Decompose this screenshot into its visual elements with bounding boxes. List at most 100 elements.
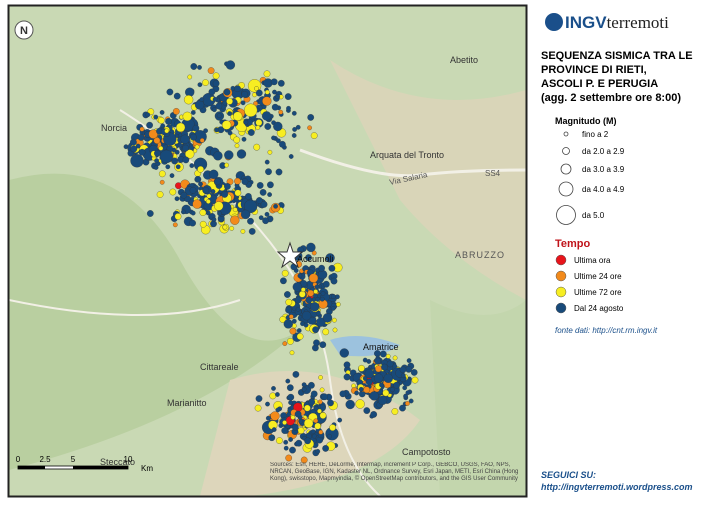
legend-symbol [558,181,574,197]
legend-symbol [555,302,567,314]
quake-dot [190,110,196,115]
quake-dot [189,187,197,194]
quake-dot [221,120,232,130]
quake-dot [305,254,312,261]
legend-symbol [555,286,567,298]
quake-dot [254,86,259,91]
quake-dot [182,111,192,122]
legend-label: da 5.0 [582,211,605,220]
quake-dot [313,339,320,347]
quake-dot [157,117,165,124]
scale-label: 5 [71,455,76,464]
quake-dot [260,201,268,208]
road [299,148,526,178]
quake-dot [197,65,202,70]
quake-dot [270,78,278,86]
quake-dot [294,296,302,304]
legend-label: Ultime 72 ore [574,288,622,297]
quake-dot [405,365,413,373]
quake-dot [248,228,256,235]
quake-dot [315,297,321,302]
quake-dot [322,280,330,288]
quake-dot [192,124,200,132]
quake-dot [199,138,205,143]
quake-dot [278,109,284,115]
quake-dot [190,210,196,216]
quake-dot [214,127,219,133]
quake-dot [389,387,395,393]
quake-dot [369,391,379,401]
quake-dot [159,179,165,185]
quake-dot [267,192,272,197]
quake-dot [379,382,384,388]
quake-dot [194,175,202,183]
quake-dot [213,151,223,161]
quake-dot [339,348,349,358]
quake-dot [411,376,419,384]
quake-dot [362,376,368,381]
quake-dot [264,89,270,95]
quake-dot [253,143,261,151]
quake-dot [222,224,228,230]
quake-dot [300,456,308,464]
scale-bar: 0 2.5 5 10 Km [16,455,154,473]
quake-dot [285,378,291,384]
quake-dot [271,386,276,391]
quake-dot [298,290,306,298]
quake-dot [297,273,303,279]
place-label: Amatrice [363,342,399,352]
quake-dot [318,375,323,380]
quake-dot [330,277,338,285]
quake-dot [382,389,390,397]
place-label: Steccato [100,457,135,467]
quake-dot [291,423,299,431]
legend-symbol [555,270,567,282]
quake-dot [300,280,308,287]
legend-label: Dal 24 agosto [574,304,624,313]
quake-dot [403,393,408,399]
quake-dot [265,415,271,421]
quake-dot [156,191,164,198]
quake-dot [268,434,276,442]
quake-dot [291,318,297,324]
quake-dot [405,390,411,396]
title-line: SEQUENZA SISMICA TRA LE [541,50,693,62]
quake-dot [233,136,241,144]
quake-dot [245,193,252,200]
quake-dot [224,183,231,190]
quake-dot [174,149,180,155]
quake-dot [301,386,307,392]
svg-text:N: N [20,25,28,37]
follow-url[interactable]: http://ingvterremoti.wordpress.com [541,482,693,492]
quake-dot [264,211,270,217]
quake-dot [312,433,317,439]
title-line: PROVINCE DI RIETI, [541,64,647,76]
quake-dot [276,138,281,144]
logo-bold: INGV [565,13,607,32]
quake-dot [212,72,220,80]
quake-dot [283,445,289,451]
quake-dot [288,400,293,405]
quake-dot [225,60,236,70]
quake-dot [205,199,211,204]
quake-dot [317,408,322,414]
quake-dot [189,163,195,168]
quake-dot [240,229,246,234]
quake-dot [185,149,195,159]
quake-dot [281,269,289,277]
quake-dot [286,384,294,392]
quake-dot [345,399,355,410]
quake-dot [261,111,272,121]
quake-dot [313,289,319,294]
quake-dots [123,60,419,464]
quake-dot [277,79,285,87]
quake-dot [202,79,209,86]
quake-dot [381,363,388,371]
quake-dot [310,429,316,435]
logo-globe [545,13,563,31]
quake-dot [288,314,294,320]
quake-dot [234,177,241,185]
quake-dot [294,410,302,418]
legend-symbol [560,163,572,175]
